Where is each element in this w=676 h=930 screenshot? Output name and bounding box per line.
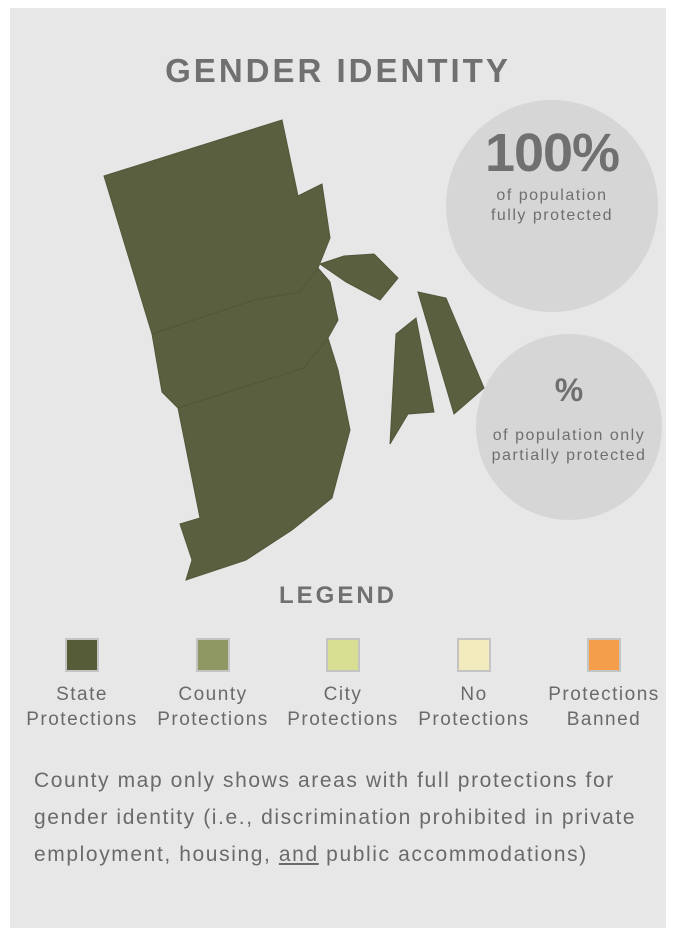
legend-item-none: No Protections bbox=[408, 638, 540, 732]
map-note: County map only shows areas with full pr… bbox=[34, 769, 637, 866]
full-protection-value: 100% bbox=[484, 123, 620, 183]
legend-swatch bbox=[587, 638, 621, 672]
legend-swatch bbox=[457, 638, 491, 672]
legend-label: Protections Banned bbox=[548, 684, 660, 730]
legend-item-banned: Protections Banned bbox=[538, 638, 670, 732]
legend-title: LEGEND bbox=[278, 582, 397, 609]
state-region-island-west bbox=[389, 317, 435, 445]
note-emphasis: and bbox=[278, 843, 319, 866]
legend-label: County Protections bbox=[157, 684, 269, 730]
legend-item-state: State Protections bbox=[16, 638, 148, 732]
partial-protection-label: of population only partially protected bbox=[491, 427, 647, 464]
page-title: GENDER IDENTITY bbox=[165, 52, 511, 89]
legend-swatch bbox=[65, 638, 99, 672]
legend-swatch bbox=[326, 638, 360, 672]
state-region-south bbox=[177, 336, 351, 581]
state-region-east-small bbox=[318, 253, 399, 301]
partial-protection-value: % bbox=[554, 372, 584, 408]
legend-label: City Protections bbox=[287, 684, 399, 730]
legend-label: State Protections bbox=[26, 684, 138, 730]
legend-item-county: County Protections bbox=[147, 638, 279, 732]
legend-swatch bbox=[196, 638, 230, 672]
legend-label: No Protections bbox=[418, 684, 530, 730]
full-protection-label: of population fully protected bbox=[490, 187, 614, 224]
legend-item-city: City Protections bbox=[277, 638, 409, 732]
partial-protection-stat: % of population only partially protected bbox=[476, 334, 662, 520]
full-protection-stat: 100% of population fully protected bbox=[446, 100, 658, 312]
state-region-central bbox=[151, 267, 339, 409]
